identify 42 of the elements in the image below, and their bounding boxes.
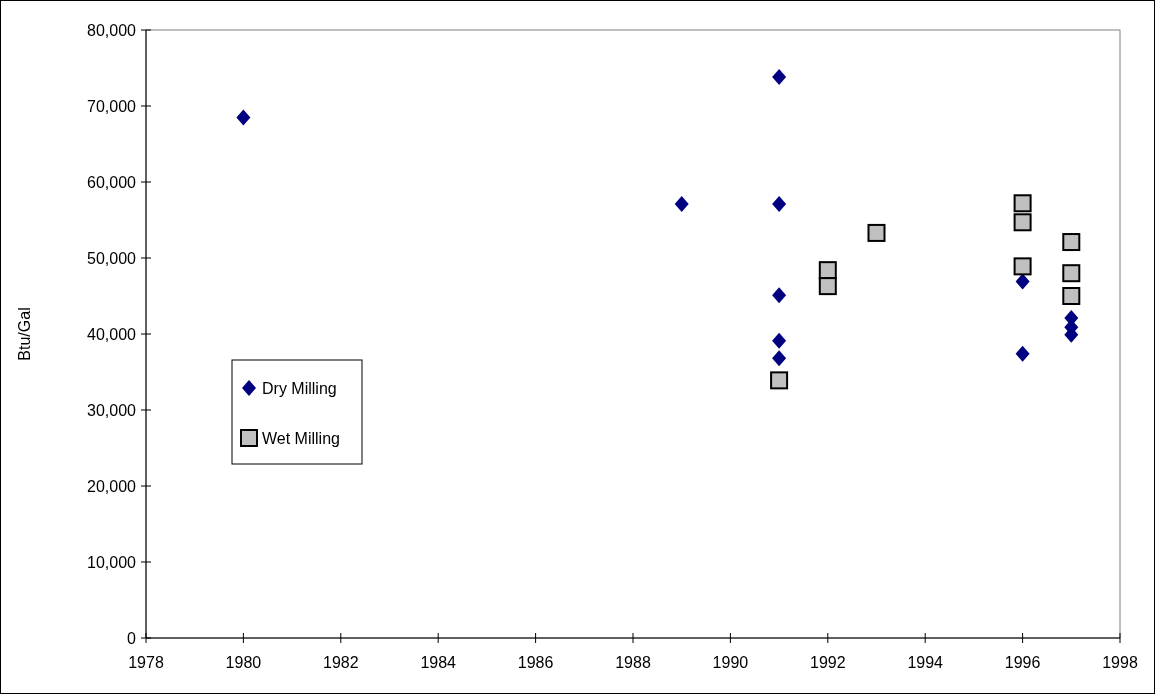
point xyxy=(674,196,689,213)
legend-label: Wet Milling xyxy=(262,429,340,447)
y-tick-label: 40,000 xyxy=(87,325,137,343)
point xyxy=(770,371,789,390)
point xyxy=(1062,233,1081,252)
point xyxy=(772,69,787,86)
point xyxy=(772,350,787,367)
x-tick-label: 1982 xyxy=(323,654,359,671)
point xyxy=(1062,264,1081,283)
point xyxy=(1013,213,1032,232)
point xyxy=(1015,273,1030,290)
y-tick-label: 0 xyxy=(127,629,137,647)
point xyxy=(772,332,787,349)
x-tick-label: 1978 xyxy=(128,654,164,671)
y-tick-label: 10,000 xyxy=(87,553,137,571)
x-tick-label: 1996 xyxy=(1004,654,1041,671)
x-tick-label: 1998 xyxy=(1102,654,1138,671)
point xyxy=(1015,345,1030,362)
x-tick-label: 1988 xyxy=(615,654,651,671)
x-tick-label: 1994 xyxy=(907,654,944,671)
x-tick-label: 1984 xyxy=(420,654,457,671)
x-tick-label: 1992 xyxy=(810,654,846,671)
x-tick-label: 1980 xyxy=(225,654,262,671)
legend-label: Dry Milling xyxy=(262,379,337,397)
x-tick-label: 1986 xyxy=(517,654,554,671)
y-tick-label: 30,000 xyxy=(87,401,137,419)
point xyxy=(867,223,886,242)
point xyxy=(1062,287,1081,305)
x-tick-label: 1990 xyxy=(712,654,749,671)
point xyxy=(236,109,251,126)
point xyxy=(772,196,787,213)
point xyxy=(818,277,837,296)
y-tick-label: 50,000 xyxy=(87,249,137,267)
y-axis-title: Btu/Gal xyxy=(16,307,33,361)
y-tick-label: 60,000 xyxy=(87,173,137,191)
y-tick-label: 20,000 xyxy=(87,477,137,495)
point xyxy=(818,261,837,280)
point xyxy=(772,287,787,304)
y-tick-label: 70,000 xyxy=(87,97,137,115)
point xyxy=(1013,194,1032,213)
point xyxy=(1013,257,1032,276)
y-tick-label: 80,000 xyxy=(87,21,137,39)
